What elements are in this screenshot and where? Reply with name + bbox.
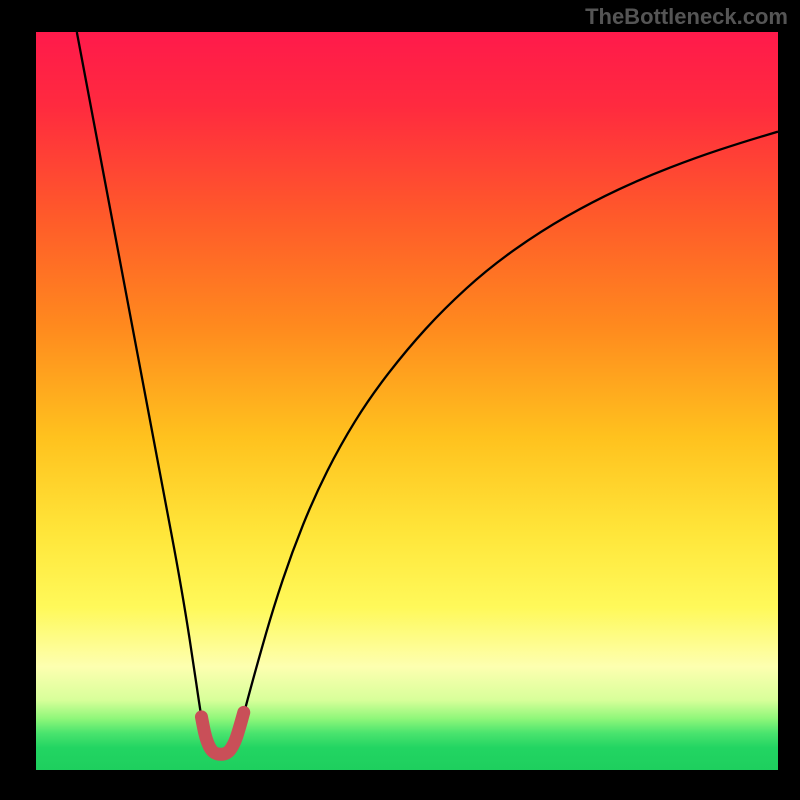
bottleneck-curve-chart	[36, 32, 778, 770]
chart-area	[36, 32, 778, 770]
watermark-text: TheBottleneck.com	[585, 4, 788, 30]
chart-frame: TheBottleneck.com	[0, 0, 800, 800]
